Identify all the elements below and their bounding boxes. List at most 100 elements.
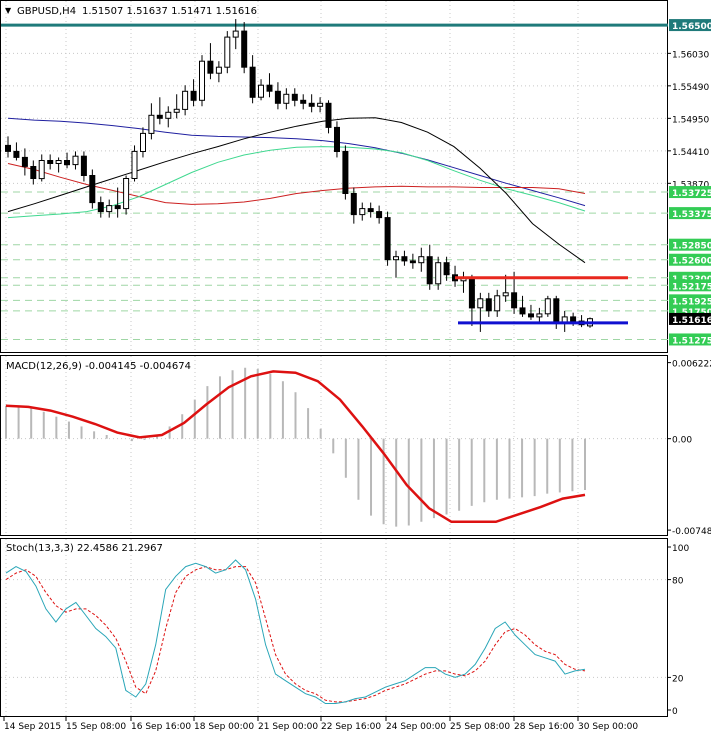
candle <box>401 250 408 266</box>
candle <box>47 154 54 170</box>
price-tag-label: 1.53375 <box>672 210 711 220</box>
candle-body <box>72 155 79 166</box>
candle-body <box>5 144 11 152</box>
candle-body <box>409 260 416 264</box>
price-tag-label: 1.53725 <box>672 189 711 199</box>
stoch-main-line <box>5 559 586 704</box>
candle <box>224 31 231 74</box>
candle-body <box>64 160 70 166</box>
stoch-tick-label: 20 <box>672 674 684 684</box>
price-tag-label: 1.56500 <box>672 22 711 32</box>
candle <box>384 211 391 266</box>
candle-body <box>97 202 104 213</box>
price-tag-bg <box>669 253 711 266</box>
candle-body <box>485 298 492 312</box>
time-tick-label: 14 Sep 2015 <box>4 722 61 732</box>
candle-body <box>477 298 484 309</box>
candle-body <box>140 132 146 152</box>
price-tag-label: 1.52175 <box>672 282 711 292</box>
stochastic-indicator <box>1 559 668 704</box>
macd-signal-line <box>5 370 586 524</box>
candle <box>80 151 87 182</box>
time-tick-label: 16 Sep 16:00 <box>131 722 191 732</box>
ma-green-line <box>7 146 586 219</box>
candle-body <box>224 36 231 68</box>
candle <box>241 22 248 74</box>
ma-red-line <box>7 163 586 205</box>
macd-tick-label: 0.00 <box>672 436 692 446</box>
axis-labels: 1.56030 1.55490 1.54950 1.54410 1.53870 1.565… <box>3 19 711 732</box>
candle <box>173 94 180 119</box>
candle <box>266 73 273 98</box>
candle <box>207 43 214 80</box>
candle <box>114 187 121 218</box>
price-tick-label: 1.53870 <box>672 180 709 190</box>
time-tick-label: 15 Sep 08:00 <box>66 722 126 732</box>
candle-body <box>502 292 509 297</box>
candle <box>249 55 256 104</box>
candle <box>502 274 509 302</box>
candle <box>232 19 239 50</box>
candle <box>468 274 475 326</box>
candle <box>55 157 62 173</box>
candle <box>308 94 315 113</box>
candle <box>38 154 45 182</box>
candle <box>561 310 568 332</box>
price-tag-bg <box>669 333 711 346</box>
candle-body <box>165 111 172 119</box>
candle-body <box>21 156 28 167</box>
candle-body <box>106 205 113 213</box>
candle <box>325 100 332 134</box>
time-tick-label: 28 Sep 16:00 <box>514 722 574 732</box>
candle-body <box>308 102 315 107</box>
candle <box>64 152 70 169</box>
candle <box>123 175 130 215</box>
price-tag-label: 1.51616 <box>672 316 711 326</box>
candle-body <box>325 102 332 128</box>
price-tag-label: 1.51750 <box>672 308 711 318</box>
candle-body <box>47 160 54 164</box>
candle <box>165 106 172 128</box>
candle-body <box>393 256 399 261</box>
candle-body <box>30 166 37 179</box>
candle <box>494 289 501 317</box>
candle <box>148 103 155 140</box>
candle-body <box>376 211 383 219</box>
candle <box>317 97 324 113</box>
candle <box>367 202 374 218</box>
symbol-dropdown-icon[interactable]: ▼ <box>5 6 12 15</box>
candle-body <box>528 313 534 318</box>
price-tick-label: 1.54950 <box>672 115 709 125</box>
candle-body <box>13 150 20 158</box>
macd-tick-label: -0.007482 <box>672 527 711 537</box>
candle-body <box>511 292 518 309</box>
price-tag-bg <box>669 294 711 307</box>
candle <box>72 151 79 170</box>
candle-body <box>443 262 450 276</box>
candle-body <box>317 102 324 107</box>
candle-body <box>426 256 433 285</box>
stoch-tick-label: 80 <box>672 577 684 587</box>
candle <box>435 256 442 290</box>
candle <box>350 187 357 224</box>
candle-body <box>207 60 214 74</box>
candle-body <box>182 90 189 110</box>
candle-body <box>283 93 290 104</box>
moving-averages <box>7 117 586 264</box>
candle <box>544 295 551 317</box>
candle-body <box>359 208 366 216</box>
price-tag-label: 1.51925 <box>672 297 711 307</box>
support-resistance[interactable] <box>455 276 628 325</box>
candle <box>199 55 205 107</box>
candle <box>536 307 543 323</box>
candle <box>283 88 290 110</box>
candle-body <box>350 193 357 216</box>
price-tag-label: 1.51275 <box>672 336 711 346</box>
price-pane-frame <box>0 0 668 353</box>
candle <box>291 88 298 107</box>
candle <box>182 85 189 116</box>
candle-body <box>418 256 425 264</box>
candle-body <box>241 30 248 68</box>
candle-body <box>156 114 163 119</box>
